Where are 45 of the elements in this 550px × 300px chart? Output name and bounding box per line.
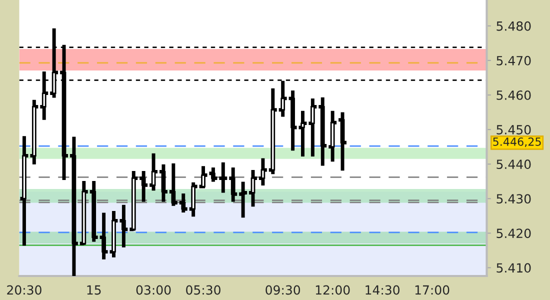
- y-tick-label: 5.410: [496, 263, 531, 273]
- candlestick: [316, 96, 328, 168]
- candlestick: [287, 88, 298, 152]
- candlestick: [28, 98, 40, 166]
- text: 5.446,25: [493, 137, 541, 148]
- y-tick-label: 5.480: [496, 21, 531, 31]
- candlestick: [257, 156, 269, 188]
- candlestick: [297, 109, 308, 158]
- candlestick: [98, 211, 110, 262]
- candlestick: [326, 109, 338, 164]
- y-tick-label: 5.420: [496, 228, 531, 238]
- x-tick-label: 14:30: [366, 285, 400, 295]
- candlestick: [148, 152, 160, 192]
- x-tick-label: 12:00: [316, 285, 350, 295]
- candlestick: [158, 162, 170, 204]
- candlestick: [178, 192, 190, 214]
- y-tick-label: 5.440: [496, 160, 531, 170]
- candlestick: [267, 86, 279, 176]
- candlestick: [128, 169, 140, 232]
- candlestick: [227, 166, 239, 204]
- y-tick-label: 5.470: [496, 56, 531, 66]
- candlestick: [19, 134, 30, 248]
- x-tick-label: 05:30: [186, 285, 220, 295]
- x-tick-label: 20:30: [7, 285, 42, 295]
- x-tick-label: 03:00: [136, 285, 171, 295]
- candlestick: [237, 180, 249, 220]
- y-tick-label: 5.460: [496, 90, 531, 100]
- candlestick: [78, 179, 90, 247]
- candlestick: [247, 168, 259, 208]
- y-tick-label: 5.450: [496, 125, 531, 134]
- candlestick: [188, 180, 200, 218]
- candlestick: [198, 164, 209, 188]
- candlestick: [306, 96, 318, 158]
- candlestick: [217, 160, 229, 194]
- candlestick: [138, 169, 150, 204]
- x-tick-label: 15: [87, 285, 101, 295]
- x-tick-label: 09:30: [266, 285, 300, 295]
- candlestick: [118, 203, 130, 250]
- x-tick-label: 17:00: [415, 285, 450, 295]
- candlestick: [108, 209, 120, 260]
- candlestick: [88, 179, 100, 244]
- candlestick: [336, 110, 348, 172]
- y-tick-label: 5.430: [496, 194, 531, 204]
- candlestick: [208, 166, 219, 184]
- candlestick: [168, 162, 180, 208]
